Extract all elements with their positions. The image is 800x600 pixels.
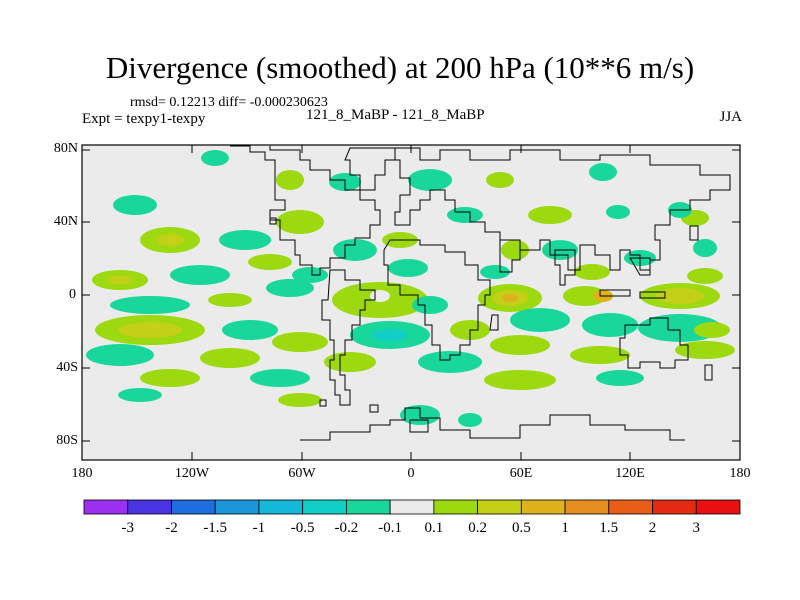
colorbar-box	[302, 499, 347, 515]
colorbar-box	[564, 499, 610, 515]
experiment-label: Expt = texpy1-texpy	[82, 111, 206, 127]
case-label: 121_8_MaBP - 121_8_MaBP	[306, 107, 485, 123]
x-tick-label: 60W	[288, 466, 316, 481]
colorbar-box	[127, 499, 172, 515]
colorbar-label: 0.2	[468, 520, 487, 536]
y-tick-label: 40S	[56, 360, 78, 375]
y-tick-label: 80N	[53, 141, 78, 156]
figure-title: Divergence (smoothed) at 200 hPa (10**6 …	[105, 50, 695, 85]
colorbar-label: 3	[692, 520, 701, 536]
colorbar-box	[433, 499, 479, 515]
colorbar-box	[695, 499, 741, 515]
stats-text: rmsd= 0.12213 diff= -0.000230623	[130, 95, 328, 110]
season-label: JJA	[719, 109, 742, 125]
colorbar-label: 0.5	[511, 520, 531, 536]
colorbar-label: -0.5	[290, 520, 315, 536]
y-ticks	[82, 149, 740, 442]
colorbar-box	[520, 499, 566, 515]
colorbar-label: 0.1	[424, 520, 444, 536]
x-tick-label: 60E	[509, 466, 533, 481]
coastlines	[230, 145, 731, 441]
x-tick-label: 0	[407, 466, 415, 481]
colorbar	[83, 499, 741, 515]
colorbar-label: -3	[121, 520, 134, 536]
y-tick-label: 0	[69, 287, 76, 302]
colorbar-box	[477, 499, 522, 515]
colorbar-box	[258, 499, 304, 515]
colorbar-label: -2	[165, 520, 178, 536]
x-tick-label: 180	[729, 466, 751, 481]
colorbar-label: -0.2	[334, 520, 359, 536]
y-tick-label: 40N	[53, 214, 78, 229]
colorbar-box	[652, 499, 697, 515]
x-tick-label: 120E	[615, 466, 645, 481]
colorbar-box	[389, 499, 435, 515]
colorbar-label: 1	[561, 520, 569, 536]
colorbar-label: -0.1	[378, 520, 402, 536]
colorbar-box	[171, 499, 216, 515]
colorbar-label: -1	[252, 520, 266, 536]
colorbar-label: 2	[648, 520, 657, 536]
colorbar-box	[345, 499, 391, 515]
x-tick-label: 120W	[174, 466, 210, 481]
colorbar-box	[608, 499, 653, 515]
colorbar-box	[83, 499, 129, 515]
y-tick-label: 80S	[56, 433, 78, 448]
colorbar-label: -1.5	[203, 520, 228, 536]
divergence-field	[86, 150, 735, 427]
colorbar-label: 1.5	[599, 520, 619, 536]
x-ticks	[81, 145, 741, 460]
x-tick-label: 180	[71, 466, 93, 481]
colorbar-box	[214, 499, 260, 515]
